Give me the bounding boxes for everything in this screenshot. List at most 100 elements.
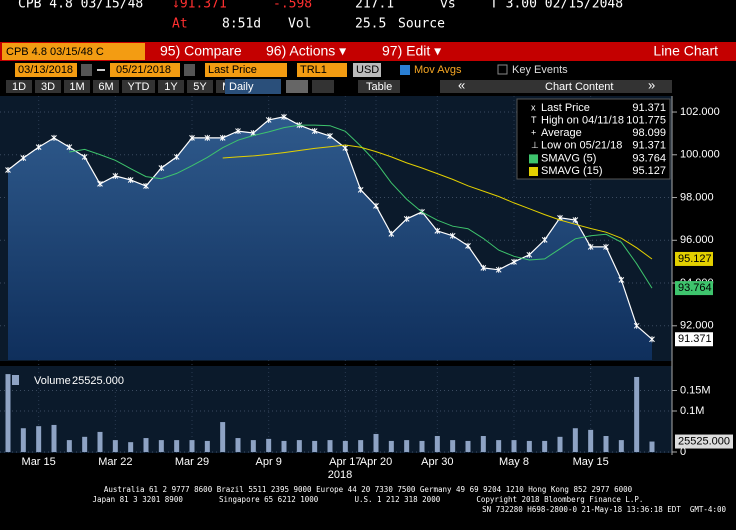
toolbar: CPB 4.8 03/15/48 C 95) Compare 96) Actio…	[0, 42, 736, 94]
legend-label: SMAVG (5)	[541, 152, 596, 164]
bar	[281, 440, 287, 452]
start[interactable]: 03/13/2018	[18, 64, 73, 76]
edit[interactable]: 97) Edit ▾	[382, 43, 441, 59]
security-box[interactable]	[2, 43, 145, 60]
ticker-box[interactable]	[297, 63, 347, 77]
chart-icon[interactable]	[286, 80, 308, 93]
point-marker	[51, 134, 57, 141]
cal-icon[interactable]	[81, 64, 92, 76]
x-tick-label: Apr 17	[329, 456, 361, 468]
prev[interactable]: «	[458, 77, 465, 92]
point-marker	[357, 186, 364, 193]
period[interactable]: 1Y	[164, 81, 178, 93]
period[interactable]: 3D	[41, 81, 55, 93]
end-box[interactable]	[110, 63, 180, 77]
toolbar-bg	[0, 42, 736, 61]
next[interactable]: »	[648, 77, 655, 92]
bar	[204, 440, 210, 452]
point-marker	[373, 202, 379, 209]
y-tick-label: 96.000	[680, 234, 714, 246]
bar	[419, 440, 425, 452]
bar	[572, 428, 578, 452]
field-box[interactable]	[205, 63, 287, 77]
legend-label: Last Price	[541, 102, 590, 114]
y-tick-label: 102.000	[680, 106, 720, 118]
bar	[603, 436, 609, 452]
period-box[interactable]	[158, 80, 184, 93]
period-box[interactable]	[187, 80, 213, 93]
footer-line: SN 732280 H698-2800-0 21-May-18 13:36:18…	[482, 505, 726, 514]
footer-line: Japan 81 3 3201 8900 Singapore 65 6212 1…	[93, 495, 644, 504]
compare[interactable]: 95) Compare	[160, 43, 242, 59]
period[interactable]: 5Y	[193, 81, 207, 93]
bar	[526, 440, 532, 452]
period[interactable]: 1D	[12, 81, 26, 93]
value-flag	[675, 434, 733, 449]
change: -.598	[273, 0, 312, 12]
period[interactable]: YTD	[128, 81, 150, 93]
plot: 92.00094.00096.00098.000100.000102.000Ma…	[0, 96, 733, 481]
frequency[interactable]: Daily	[229, 81, 254, 93]
table[interactable]: Table	[366, 81, 392, 93]
security[interactable]: CPB 4.8 03/15/48 C	[6, 46, 104, 58]
point-marker	[5, 166, 11, 173]
chart-content[interactable]: Chart Content	[545, 81, 613, 93]
table-box[interactable]	[358, 80, 400, 93]
bar	[342, 440, 348, 452]
point-marker	[526, 251, 533, 258]
at: At	[172, 17, 188, 32]
header: CPB 4.8 03/15/48 ↓91.371 -.598 217.1 vs …	[18, 0, 623, 32]
value-flag-label: 95.127	[678, 253, 712, 265]
bar	[388, 440, 394, 452]
start-box[interactable]	[15, 63, 77, 77]
legend-label: Average	[541, 127, 582, 139]
legend: x Last Price 91.371 T High on 04/11/18 101.77…	[516, 98, 671, 180]
bar	[5, 374, 11, 452]
point-marker	[495, 266, 502, 273]
actions[interactable]: 96) Actions ▾	[266, 43, 346, 59]
field[interactable]: Last Price	[208, 64, 257, 76]
legend-label: High on 04/11/18	[541, 115, 624, 127]
ticker-field[interactable]: TRL1	[300, 64, 327, 76]
key-events[interactable]: Key Events	[512, 64, 568, 76]
vol: Vol	[288, 17, 311, 32]
period-box[interactable]	[6, 80, 32, 93]
bar	[220, 422, 226, 452]
period-box[interactable]	[93, 80, 119, 93]
legend-label: SMAVG (15)	[541, 165, 603, 177]
view[interactable]: Line Chart	[653, 43, 718, 59]
legend-label: Low on 05/21/18	[541, 140, 622, 152]
point-marker	[219, 134, 226, 141]
benchmark: T 3.00 02/15/2048	[490, 0, 623, 12]
currency-box[interactable]	[353, 63, 381, 77]
point-marker	[587, 243, 594, 250]
footer: Australia 61 2 9777 8600 Brazil 5511 239…	[93, 485, 727, 514]
y-tick-label: 0	[680, 446, 686, 458]
point-marker	[81, 153, 88, 160]
mov-avgs[interactable]: Mov Avgs	[414, 64, 462, 76]
period-box[interactable]	[35, 80, 61, 93]
period[interactable]: 1M	[69, 81, 84, 93]
legend-value: 91.371	[632, 140, 666, 152]
point-marker	[311, 128, 318, 135]
icon[interactable]	[312, 80, 334, 93]
series-line	[222, 144, 653, 260]
checkbox[interactable]	[400, 65, 410, 75]
y-tick-label: 0.15M	[680, 384, 711, 396]
source: Source	[398, 17, 445, 32]
point-marker	[127, 177, 134, 184]
series-line	[69, 124, 653, 289]
legend-value: 93.764	[632, 152, 666, 164]
end[interactable]: 05/21/2018	[116, 64, 171, 76]
bar	[189, 440, 195, 452]
frequency-box[interactable]	[225, 79, 281, 94]
legend-bg	[516, 98, 671, 180]
legend-swatch	[529, 154, 538, 164]
currency[interactable]: USD	[356, 64, 379, 76]
period-box[interactable]	[122, 80, 155, 93]
cal-icon[interactable]	[184, 64, 195, 76]
point-marker	[235, 128, 241, 135]
checkbox[interactable]	[497, 64, 508, 75]
period[interactable]: 6M	[98, 81, 113, 93]
period-box[interactable]	[64, 80, 90, 93]
